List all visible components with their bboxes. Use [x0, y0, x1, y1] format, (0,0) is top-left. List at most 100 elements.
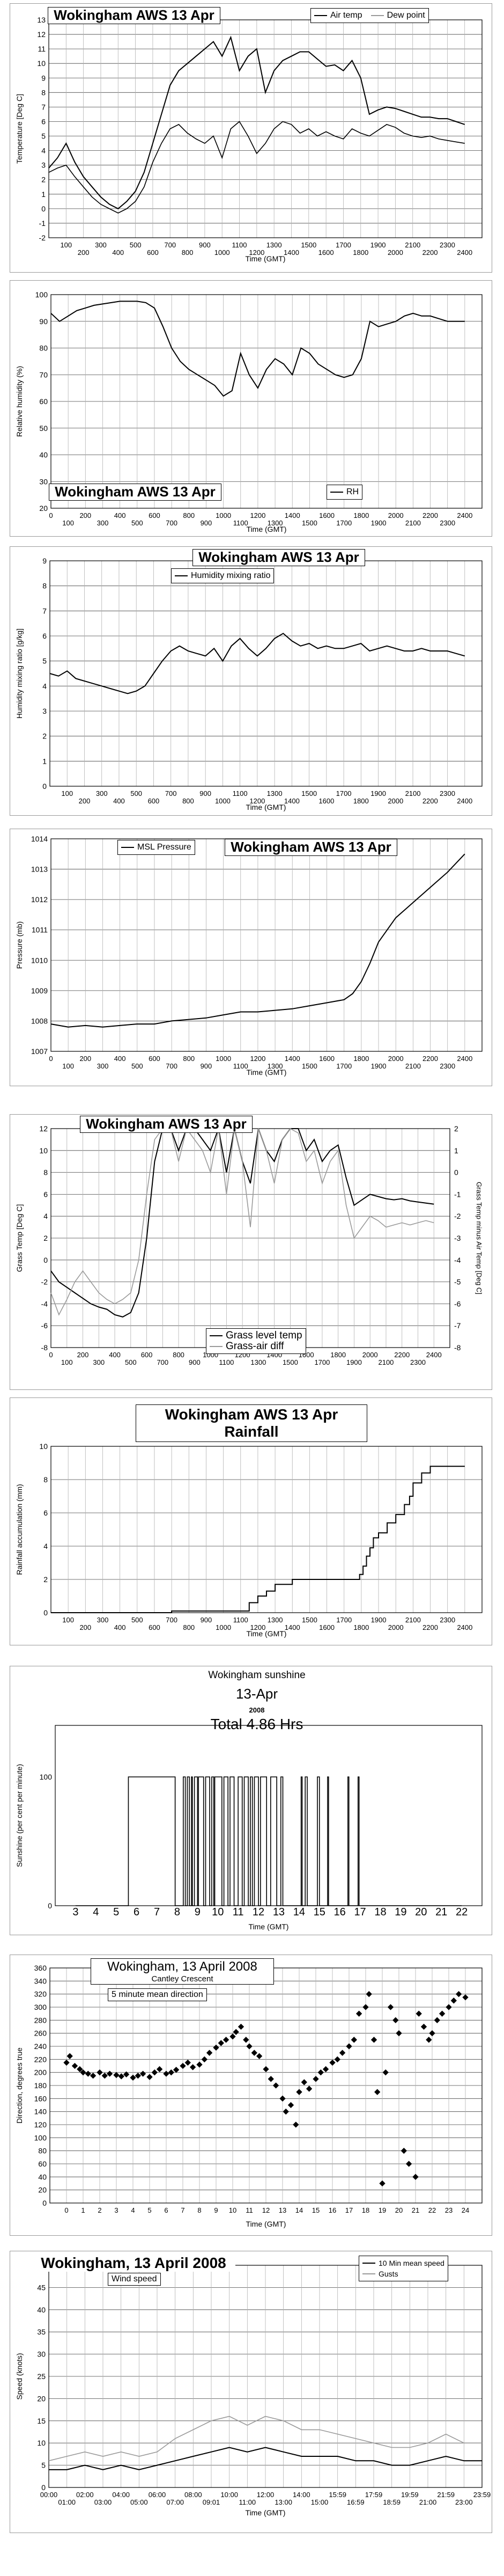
chart-grass-temp: -8-6-4-2024681012-8-7-6-5-4-3-2-10120100…: [15, 1124, 483, 1366]
x-tick-label: 500: [131, 1062, 143, 1070]
x-tick-label: 500: [131, 519, 143, 527]
x-tick-label: 12: [253, 1906, 264, 1918]
x-tick-label: 400: [114, 1623, 126, 1631]
data-point: [387, 2004, 394, 2010]
y-tick-label: 10: [39, 1146, 48, 1155]
x-tick-label: 7: [181, 2206, 184, 2214]
x-axis-label: Time (GMT): [246, 254, 286, 263]
y2-tick-label: -5: [454, 1278, 461, 1286]
x-axis-label: Time (GMT): [249, 1922, 289, 1931]
data-point: [355, 2010, 362, 2017]
x-tick-label: 200: [79, 511, 91, 519]
y-tick-label: 8: [43, 1168, 48, 1177]
x-axis-label: Time (GMT): [247, 1629, 287, 1638]
x-tick-label: 1000: [216, 1055, 231, 1063]
x-tick-label: 2000: [388, 797, 403, 805]
chart-subtitle: Cantley Crescent: [151, 1974, 213, 1984]
x-tick-label: 1600: [319, 1623, 335, 1631]
panel-rainfall: 0 2 4 6 8 10 100 200 300 400 500 600 700 800 900 1000 11…: [10, 1397, 492, 1645]
data-point: [218, 2040, 224, 2046]
x-tick-label: 1300: [268, 1616, 283, 1624]
data-point: [184, 2059, 191, 2066]
x-tick-label: 300: [97, 1062, 109, 1070]
y-tick-label: 0: [43, 1608, 48, 1617]
x-tick-label: 1700: [336, 1062, 352, 1070]
x-tick-label: 1100: [233, 1616, 248, 1624]
y-axis-label: Grass Temp [Deg C]: [15, 1204, 24, 1272]
x-tick-label: 900: [199, 789, 211, 797]
series-line: [49, 633, 465, 694]
legend-wind-speed: Wind speed: [112, 2274, 157, 2284]
y-tick-label: 15: [37, 2417, 46, 2425]
x-tick-label: 200: [79, 1623, 91, 1631]
x-tick-label: 1300: [266, 241, 282, 249]
x-tick-label: 2100: [405, 1616, 421, 1624]
series-line: [50, 301, 465, 397]
chart-sunshine: 0 100 3 4 5 6 7 8 9 10 11 12 13 14 15 16 17 18 19 20 21 22 Tim…: [15, 1725, 483, 1931]
data-point: [434, 2017, 440, 2023]
y-tick-label: 1009: [31, 986, 48, 995]
x-tick-label: 1800: [353, 511, 369, 519]
x-tick-label: 1900: [370, 789, 386, 797]
x-tick-label: 15: [314, 1906, 325, 1918]
x-tick-label: 14:00: [293, 2491, 310, 2499]
x-tick-label: 400: [114, 511, 126, 519]
x-tick-label: 1400: [285, 1623, 300, 1631]
y-tick-label: 8: [43, 1475, 48, 1484]
x-tick-label: 700: [166, 1616, 177, 1624]
y-tick-label: 90: [39, 317, 48, 326]
y-tick-label: 20: [38, 2186, 47, 2194]
x-tick-label: 13: [279, 2206, 286, 2214]
chart-title: Wokingham AWS 13 Apr: [49, 484, 221, 501]
y-axis-label: Speed (knots): [15, 2353, 24, 2399]
x-tick-label: 07:00: [166, 2498, 184, 2506]
x-tick-label: 1: [81, 2206, 85, 2214]
x-tick-label: 8: [174, 1906, 180, 1918]
x-tick-label: 1600: [319, 1055, 335, 1063]
x-tick-label: 2100: [378, 1358, 394, 1366]
legend-label: Wind speed: [108, 2273, 161, 2286]
x-tick-label: 1400: [284, 797, 300, 805]
chart-total-note: Total 4.86 Hrs: [210, 1716, 303, 1732]
x-tick-label: 1600: [318, 248, 334, 257]
data-point: [317, 2069, 324, 2076]
data-point: [346, 2043, 352, 2050]
y-tick-label: 12: [39, 1124, 48, 1133]
x-tick-label: 900: [201, 1616, 212, 1624]
y-tick-label: 10: [37, 2439, 46, 2447]
data-point: [163, 2070, 169, 2077]
x-tick-label: 400: [109, 1351, 121, 1359]
x-tick-label: 0: [49, 1055, 53, 1063]
chart-title-line: Wokingham, 13 April 2008: [107, 1959, 257, 1974]
y-tick-label: 80: [39, 344, 48, 353]
x-tick-label: 3: [72, 1906, 78, 1918]
series-line: [49, 2447, 482, 2470]
panel-pressure: 1007 1008 1009 1010 1011 1012 1013 1014 0 100 200 3…: [10, 829, 492, 1086]
x-tick-label: 2400: [457, 797, 472, 805]
panel-rh: 20 30 40 50 60 70 80 90 100 0 100 200 300 400 500 600 70…: [10, 280, 492, 537]
y-tick-label: 2: [43, 1234, 48, 1242]
y-tick-label: 180: [34, 2081, 47, 2090]
x-tick-label: 1700: [336, 519, 352, 527]
x-tick-label: 5: [113, 1906, 119, 1918]
x-tick-label: 2400: [457, 1623, 472, 1631]
y-axis-label: Sunshine (per cent per minute): [15, 1764, 24, 1867]
y-axis-label: Rainfall accumulation (mm): [15, 1484, 24, 1575]
panel-air-temp: -2 -1 0 1 2 3 4 5 6 7 8 9 10 11 12 13 100 200 300 400 500 600…: [10, 3, 492, 273]
data-point: [156, 2066, 163, 2073]
data-point: [362, 2004, 369, 2010]
data-point: [97, 2069, 103, 2076]
y-tick-label: 60: [38, 2160, 47, 2168]
x-tick-label: 6: [164, 2206, 168, 2214]
x-tick-label: 15:59: [329, 2491, 346, 2499]
x-tick-label: 100: [62, 1062, 74, 1070]
legend-grass-air-diff: Grass-air diff: [226, 1341, 284, 1352]
x-axis-label: Time (GMT): [246, 2220, 286, 2228]
chart-title: Wokingham AWS 13 Apr: [225, 839, 397, 856]
x-tick-label: 2200: [423, 797, 438, 805]
x-tick-label: 1800: [353, 1055, 369, 1063]
x-tick-label: 2100: [405, 241, 420, 249]
x-tick-label: 1200: [249, 248, 264, 257]
x-tick-label: 19: [379, 2206, 386, 2214]
y-tick-label: 100: [34, 2133, 47, 2142]
